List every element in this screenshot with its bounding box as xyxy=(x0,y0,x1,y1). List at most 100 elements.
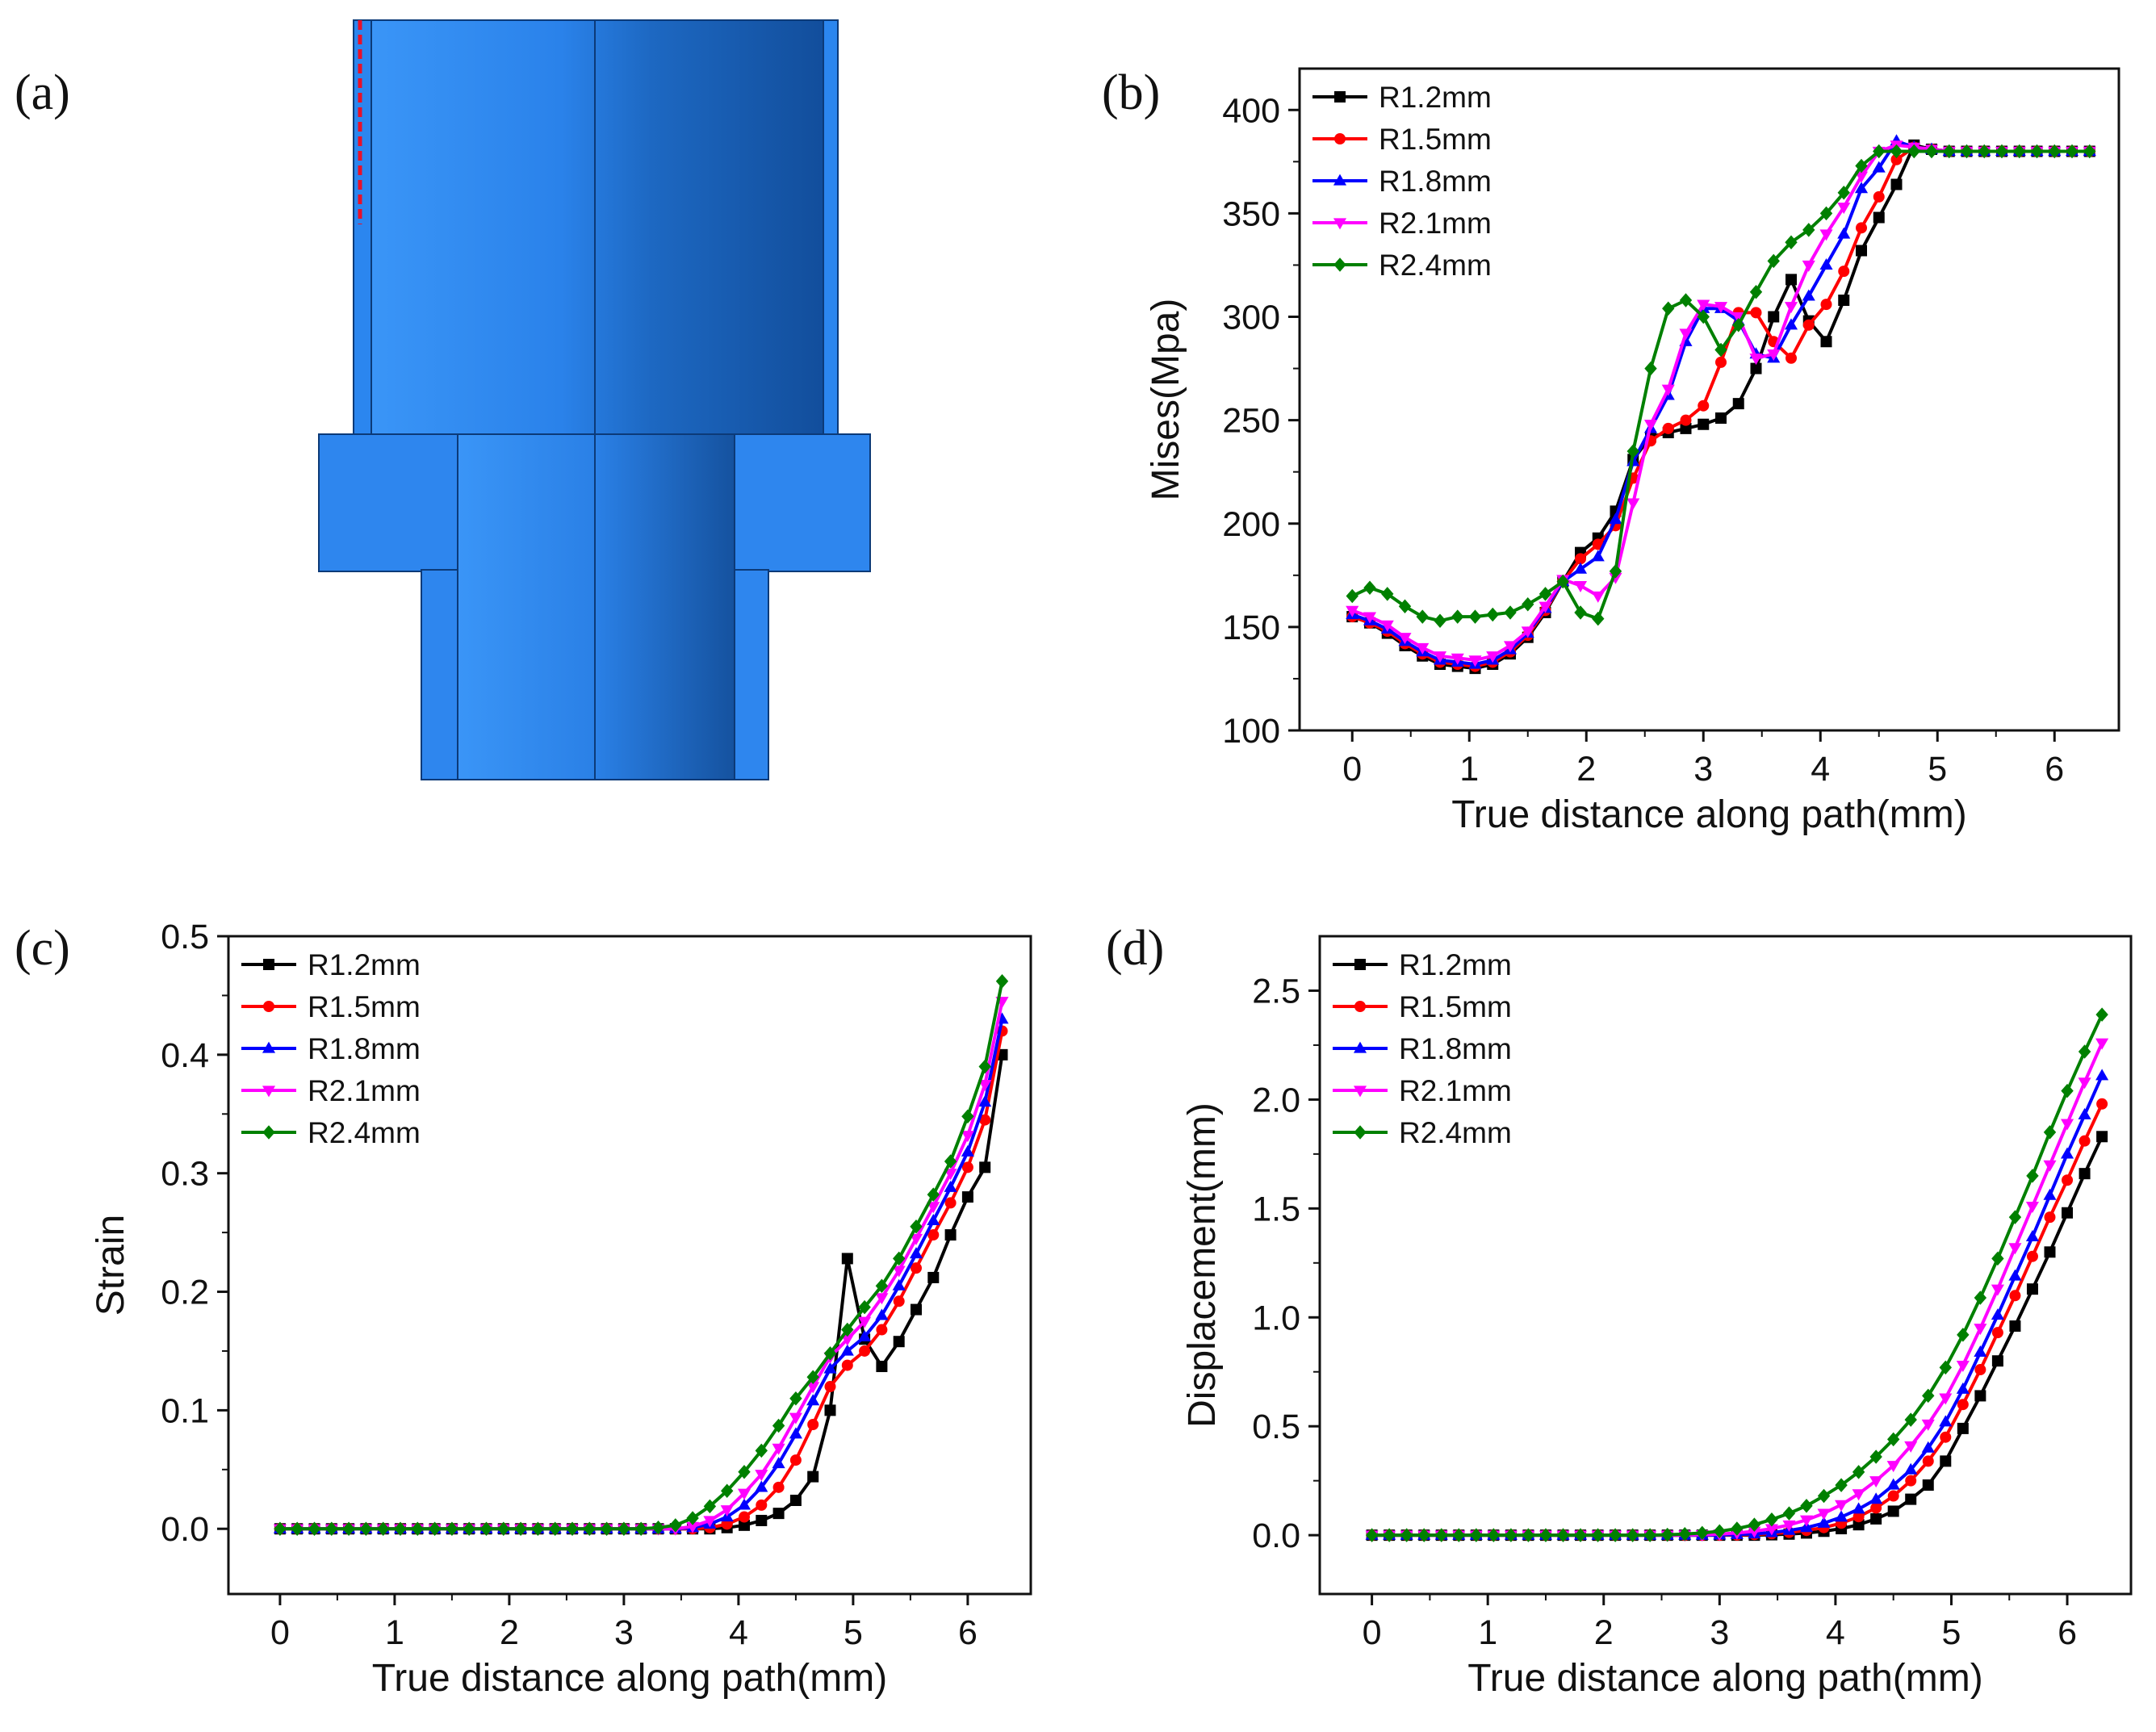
data-point xyxy=(1363,580,1376,595)
data-point xyxy=(911,1303,922,1316)
y-tick-label: 400 xyxy=(1222,91,1280,130)
x-tick-label: 2 xyxy=(1594,1613,1614,1652)
data-point xyxy=(600,1521,613,1536)
data-point xyxy=(1768,311,1780,323)
data-point xyxy=(875,1278,889,1293)
data-point xyxy=(739,1519,750,1531)
data-point xyxy=(909,1247,923,1259)
data-point xyxy=(1398,633,1412,645)
data-point xyxy=(772,1481,785,1493)
data-point xyxy=(1661,1527,1674,1542)
y-tick-label: 0.5 xyxy=(1252,1408,1300,1446)
data-point xyxy=(2095,1007,2108,1022)
plot-frame xyxy=(1318,935,2133,1596)
data-point xyxy=(1991,1308,2004,1320)
data-point xyxy=(669,1518,682,1533)
data-point xyxy=(1365,1528,1379,1542)
data-point xyxy=(1416,609,1429,624)
data-point xyxy=(1835,1500,1848,1512)
data-point xyxy=(2048,144,2061,159)
data-point xyxy=(1817,1516,1831,1528)
data-point xyxy=(2060,1147,2074,1159)
x-tick-label: 1 xyxy=(1459,750,1479,789)
data-point xyxy=(823,1362,837,1374)
data-point xyxy=(1765,1512,1778,1527)
data-point xyxy=(2079,1168,2091,1180)
series-line-R1.2mm xyxy=(1371,1136,2104,1537)
data-point xyxy=(1679,328,1693,341)
data-point xyxy=(1591,550,1605,562)
data-point xyxy=(1956,1382,1970,1394)
data-point xyxy=(1698,400,1710,412)
data-point xyxy=(1855,158,1868,174)
data-point xyxy=(1731,312,1745,324)
data-point xyxy=(1346,588,1358,604)
data-point xyxy=(1468,609,1482,624)
data-point xyxy=(876,1324,888,1336)
data-point xyxy=(291,1521,304,1536)
data-point xyxy=(2026,1169,2039,1183)
data-point xyxy=(910,1220,923,1234)
data-point xyxy=(1470,1528,1483,1542)
data-point xyxy=(893,1251,906,1266)
data-point xyxy=(909,1233,923,1245)
y-tick-label: 100 xyxy=(1222,712,1280,751)
data-point xyxy=(2009,1320,2021,1332)
data-point xyxy=(1873,190,1885,203)
data-point xyxy=(1939,1393,1953,1405)
data-point xyxy=(755,1480,768,1492)
data-point xyxy=(703,1499,717,1514)
data-point xyxy=(2096,1131,2108,1143)
data-point xyxy=(927,1187,940,1202)
data-point xyxy=(927,1229,940,1241)
data-point xyxy=(1609,563,1622,579)
data-point xyxy=(737,1498,751,1510)
data-point xyxy=(1956,1361,1970,1373)
legend-marker xyxy=(1354,1001,1366,1012)
data-point xyxy=(824,1381,836,1393)
data-point xyxy=(394,1521,407,1536)
legend-marker xyxy=(1333,257,1346,272)
x-tick-label: 2 xyxy=(500,1613,519,1652)
data-point xyxy=(944,1180,957,1192)
data-point xyxy=(2079,1135,2091,1147)
data-point xyxy=(2083,144,2096,159)
data-point xyxy=(1539,587,1552,601)
legend-label: R1.8mm xyxy=(1379,165,1492,198)
data-point xyxy=(1679,293,1693,307)
data-point xyxy=(2008,1243,2022,1255)
data-point xyxy=(1609,512,1622,525)
data-point xyxy=(1887,1490,1899,1502)
x-tick-label: 0 xyxy=(1363,1613,1382,1652)
data-point xyxy=(703,1516,717,1528)
data-point xyxy=(772,1418,785,1433)
data-point xyxy=(1978,144,1991,159)
legend-marker xyxy=(262,1086,276,1098)
x-tick-label: 0 xyxy=(270,1613,290,1652)
data-point xyxy=(2061,1083,2074,1098)
data-point xyxy=(411,1521,424,1536)
data-point xyxy=(1714,342,1727,358)
data-point xyxy=(1750,307,1762,319)
data-point xyxy=(1957,1422,1969,1434)
data-point xyxy=(1522,1528,1535,1542)
y-tick-label: 0.1 xyxy=(161,1391,209,1430)
panel-label-b: (b) xyxy=(1102,65,1161,120)
data-point xyxy=(686,1511,699,1525)
legend-marker xyxy=(1354,959,1366,970)
y-axis-label: Displacement(mm) xyxy=(1181,1102,1224,1428)
legend-label: R1.5mm xyxy=(308,990,421,1023)
legend-marker xyxy=(1333,218,1347,230)
legend-label: R1.5mm xyxy=(1399,990,1512,1023)
y-tick-label: 0.0 xyxy=(161,1510,209,1549)
data-point xyxy=(1869,1492,1883,1504)
data-point xyxy=(979,1114,991,1126)
data-point xyxy=(274,1521,287,1536)
data-point xyxy=(1922,1455,1934,1467)
data-point xyxy=(1643,420,1658,432)
data-point xyxy=(841,1322,854,1337)
y-tick-label: 1.0 xyxy=(1252,1299,1300,1337)
data-point xyxy=(1452,1528,1465,1542)
x-tick-label: 5 xyxy=(1928,750,1947,789)
legend-label: R2.1mm xyxy=(1379,207,1492,240)
